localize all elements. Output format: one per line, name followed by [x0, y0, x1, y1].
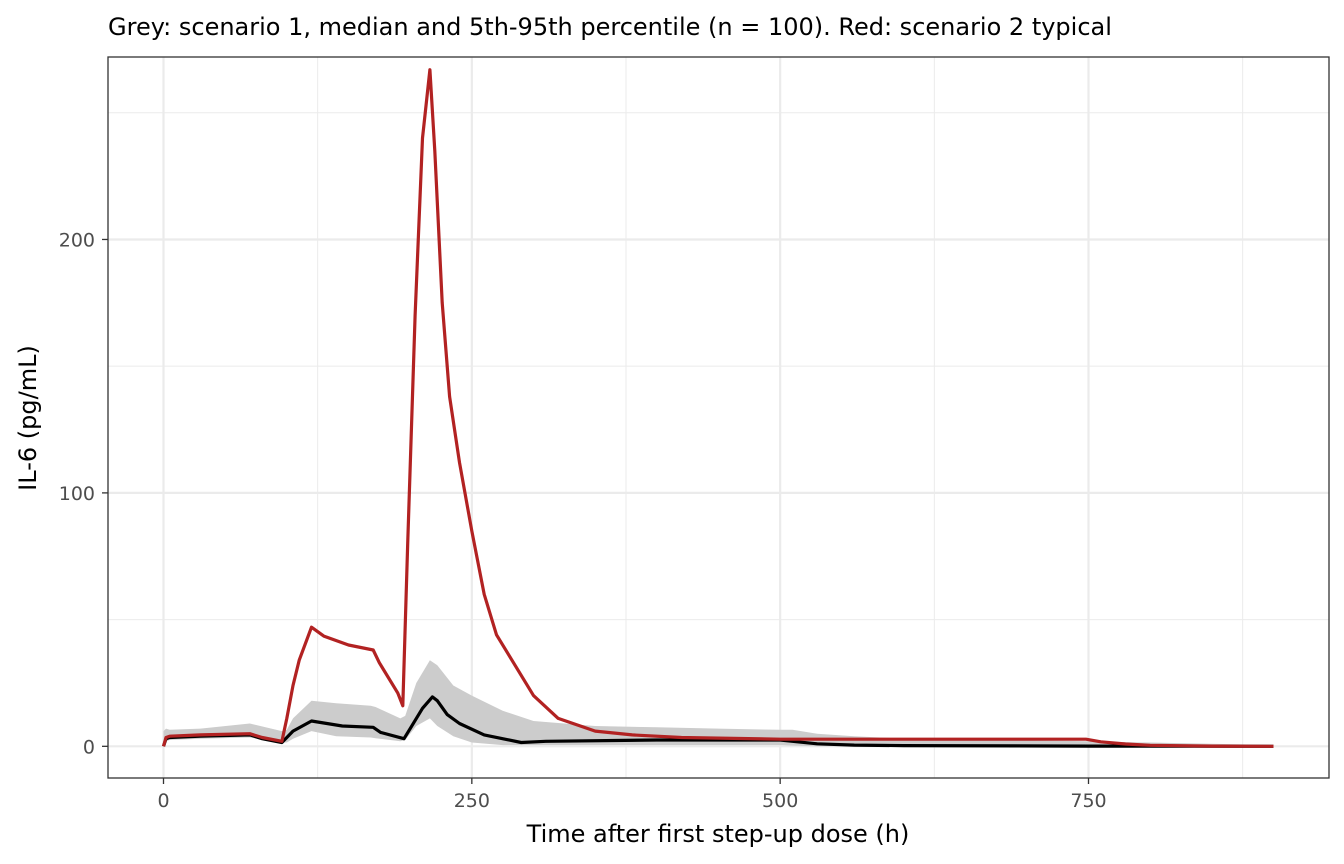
- plot-panel-border: [107, 56, 1330, 779]
- percentile-band: [163, 660, 1274, 747]
- x-tick-label: 0: [157, 790, 169, 812]
- axes-layer: 0 250 500 750 0 100 200: [59, 229, 1107, 812]
- x-tick-label: 250: [454, 790, 490, 812]
- x-tick-label: 750: [1070, 790, 1106, 812]
- plot-panel-background: [108, 57, 1329, 778]
- y-tick-label: 100: [59, 483, 95, 505]
- x-tick-label: 500: [762, 790, 798, 812]
- minor-gridlines: [108, 57, 1329, 778]
- chart-title: Grey: scenario 1, median and 5th-95th pe…: [108, 13, 1112, 41]
- x-axis-title: Time after first step-up dose (h): [526, 820, 910, 848]
- series-layer: [161, 68, 1274, 748]
- y-tick-label: 200: [59, 229, 95, 251]
- y-tick-label: 0: [83, 736, 95, 758]
- y-axis-title: IL-6 (pg/mL): [14, 345, 42, 491]
- typical-line: [161, 68, 1274, 748]
- major-gridlines: [108, 57, 1329, 778]
